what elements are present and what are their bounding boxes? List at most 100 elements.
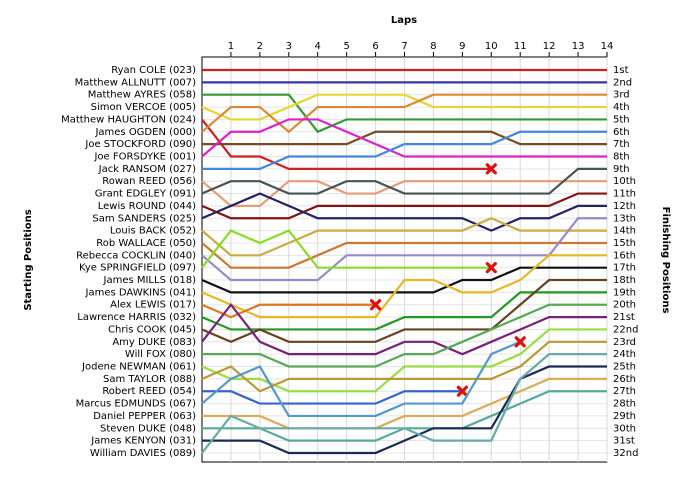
driver-label: Sam SANDERS (025) [92,213,196,224]
position-line [201,353,607,454]
finish-label: 6th [613,127,630,138]
finish-label: 17th [613,263,636,274]
finish-label: 32nd [613,448,638,459]
finish-label: 30th [613,423,636,434]
finish-label: 8th [613,151,630,162]
driver-label: Rob WALLACE (050) [96,238,196,249]
driver-label: Louis BACK (052) [110,226,196,237]
x-tick-label: 11 [514,41,527,52]
chart-title: Laps [391,15,417,26]
finish-label: 23rd [613,337,636,348]
driver-label: Joe STOCKFORD (090) [84,139,196,150]
x-tick-label: 1 [228,41,234,52]
driver-label: James OGDEN (000) [94,127,196,138]
position-line [201,340,521,418]
y-axis-title: Starting Positions [23,209,34,310]
position-line [202,365,607,455]
driver-label: Will FOX (080) [125,349,196,360]
x-tick-label: 9 [459,41,465,52]
finish-label: 1st [613,65,629,76]
position-line [202,377,607,430]
position-line [202,390,463,405]
x-tick-label: 8 [430,41,436,52]
retired-marker [514,336,526,348]
driver-label: Joe FORSDYKE (001) [93,151,196,162]
position-line [201,229,492,269]
finish-label: 10th [613,176,636,187]
finish-label: 15th [613,238,636,249]
driver-label: James MILLS (018) [103,275,197,286]
position-line [202,130,607,146]
position-line [201,217,607,257]
position-line [201,266,607,294]
finish-label: 16th [613,250,636,261]
position-line [201,254,607,319]
finish-label: 20th [613,300,636,311]
driver-label: Rebecca COCKLIN (040) [76,250,196,261]
finish-label: 7th [613,139,630,150]
position-line [201,303,376,319]
finish-label: 25th [613,362,636,373]
position-line [202,93,607,134]
driver-label: Lawrence HARRIS (032) [77,312,196,323]
retired-marker [485,163,497,175]
position-line [202,130,607,170]
finish-label: 19th [613,287,636,298]
driver-label: Lewis ROUND (044) [98,201,196,212]
x-tick-label: 3 [286,41,292,52]
x-tick-label: 14 [601,41,614,52]
finish-label: 12th [613,201,636,212]
driver-label: Grant EDGLEY (091) [95,189,196,200]
finish-label: 14th [613,226,636,237]
driver-label: Kye SPRINGFIELD (097) [79,263,196,274]
finish-label: 29th [613,411,636,422]
driver-label: Marcus EDMUNDS (067) [76,399,197,410]
driver-label: Sam TAYLOR (088) [103,374,196,385]
position-line [201,302,607,356]
driver-label: Matthew AYRES (058) [88,90,196,101]
driver-label: Chris COOK (045) [108,324,196,335]
finish-label: 3rd [613,90,630,101]
x-tick-label: 2 [257,41,263,52]
position-line [201,291,607,331]
position-line [201,192,607,232]
driver-label: Ryan COLE (023) [111,65,196,76]
driver-label: Rowan REED (056) [102,176,196,187]
retired-marker [485,262,497,274]
driver-label: Robert REED (054) [102,386,196,397]
driver-label: Jodene NEWMAN (061) [81,362,196,373]
driver-label: Matthew ALLNUTT (007) [75,77,196,88]
position-line [201,93,607,134]
finish-label: 18th [613,275,636,286]
driver-label: James KENYON (031) [90,436,196,447]
finish-label: 9th [613,164,630,175]
x-tick-label: 5 [343,41,349,52]
finish-label: 28th [613,399,636,410]
position-line [201,118,492,170]
finish-label: 27th [613,386,636,397]
finish-label: 21st [613,312,635,323]
finish-label: 4th [613,102,630,113]
finish-label: 31st [613,436,635,447]
y2-axis-title: Finishing Positions [660,207,671,314]
driver-label: Daniel PEPPER (063) [93,411,196,422]
position-line [201,118,607,158]
finish-label: 26th [613,374,636,385]
driver-label: Matthew HAUGHTON (024) [61,114,196,125]
position-line [201,192,607,220]
position-line [201,167,607,195]
driver-label: Jack RANSOM (027) [98,164,196,175]
retired-marker [456,385,468,397]
position-line [201,278,607,344]
x-tick-label: 13 [572,41,585,52]
driver-label: William DAVIES (089) [90,448,196,459]
position-line [201,340,607,393]
finish-label: 22nd [613,324,638,335]
finish-label: 13th [613,213,636,224]
retired-marker [369,299,382,311]
finish-label: 11th [613,189,636,200]
position-line [201,217,607,282]
x-tick-label: 4 [315,41,321,52]
driver-label: Alex LEWIS (017) [110,300,196,311]
